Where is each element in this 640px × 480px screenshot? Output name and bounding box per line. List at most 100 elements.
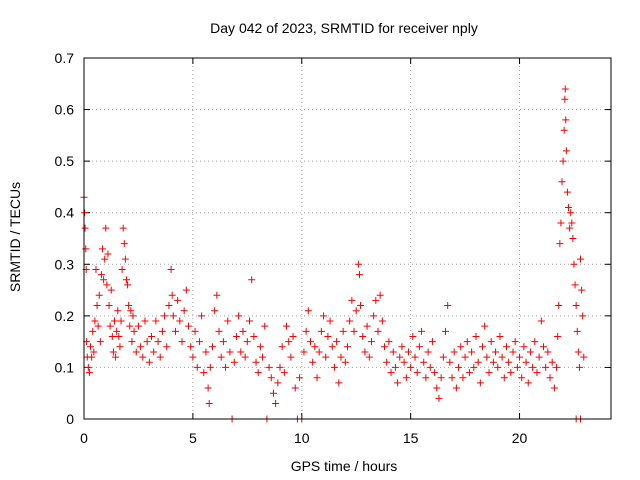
data-point xyxy=(374,327,382,335)
data-point xyxy=(535,353,543,361)
data-point xyxy=(487,338,495,346)
data-point xyxy=(335,379,343,387)
data-point xyxy=(191,327,199,335)
data-point xyxy=(178,338,186,346)
data-point xyxy=(105,302,113,310)
data-point xyxy=(200,369,208,377)
data-point xyxy=(291,384,299,392)
data-point xyxy=(130,327,138,335)
data-point xyxy=(511,338,519,346)
data-point xyxy=(383,358,391,366)
data-point xyxy=(450,348,458,356)
x-tick-label: 0 xyxy=(80,430,88,446)
data-point xyxy=(202,348,210,356)
data-point xyxy=(402,374,410,382)
data-point xyxy=(361,348,369,356)
data-point xyxy=(168,291,176,299)
data-point xyxy=(328,343,336,351)
data-point xyxy=(415,343,423,351)
data-point xyxy=(569,235,577,242)
data-point xyxy=(489,358,497,366)
data-point xyxy=(333,338,341,346)
x-tick-label: 15 xyxy=(403,430,419,446)
data-point xyxy=(481,322,489,330)
data-point xyxy=(261,322,269,330)
data-point xyxy=(256,343,264,351)
data-point xyxy=(193,363,201,371)
data-point xyxy=(107,286,115,294)
data-point xyxy=(550,384,558,392)
ticks: 0 0.1 0.2 0.3 0.4 0.5 0.6 0.7 0 5 10 15 20 xyxy=(55,50,611,446)
data-point xyxy=(370,312,378,320)
data-point xyxy=(385,338,393,346)
data-point xyxy=(117,317,125,325)
data-point xyxy=(269,389,277,397)
data-point xyxy=(435,394,443,402)
data-point xyxy=(81,224,89,232)
data-point xyxy=(152,317,160,325)
data-point xyxy=(337,353,345,361)
data-point xyxy=(507,369,515,377)
data-point xyxy=(84,363,92,371)
data-point xyxy=(163,343,171,351)
data-point xyxy=(557,219,565,227)
data-point xyxy=(341,358,349,366)
data-point xyxy=(446,358,454,366)
data-point xyxy=(560,126,568,134)
data-point xyxy=(226,348,234,356)
data-point xyxy=(441,327,449,335)
data-point xyxy=(580,353,588,361)
data-point xyxy=(357,302,365,310)
data-point xyxy=(93,302,101,310)
data-point xyxy=(287,353,295,361)
data-point xyxy=(110,317,118,325)
data-point xyxy=(85,369,93,377)
data-point xyxy=(518,374,526,382)
data-point xyxy=(579,312,587,320)
data-point xyxy=(554,332,562,340)
data-point xyxy=(494,363,502,371)
data-point xyxy=(283,322,291,330)
data-point xyxy=(99,245,107,253)
data-point xyxy=(208,343,216,351)
data-point xyxy=(122,276,130,284)
data-point xyxy=(389,348,397,356)
data-point xyxy=(113,327,121,335)
data-point xyxy=(520,343,528,351)
data-point xyxy=(326,317,334,325)
data-point xyxy=(559,157,567,165)
data-point xyxy=(120,240,128,248)
data-point xyxy=(215,327,223,335)
data-point xyxy=(91,317,99,325)
data-point xyxy=(509,348,517,356)
data-point xyxy=(158,327,166,335)
data-point xyxy=(161,312,169,320)
data-point xyxy=(548,358,556,366)
data-point xyxy=(355,271,363,279)
data-point xyxy=(575,363,583,371)
data-point xyxy=(169,312,177,320)
data-point xyxy=(89,327,97,335)
data-point xyxy=(376,291,384,299)
data-point xyxy=(365,353,373,361)
data-point xyxy=(97,271,105,279)
data-point xyxy=(424,348,432,356)
x-tick-label: 5 xyxy=(189,430,197,446)
y-tick-label: 0 xyxy=(66,411,74,427)
data-point xyxy=(544,348,552,356)
data-point xyxy=(154,338,162,346)
data-point xyxy=(317,327,325,335)
data-point xyxy=(278,343,286,351)
data-point xyxy=(455,363,463,371)
data-point xyxy=(167,265,175,273)
data-point xyxy=(452,384,460,392)
data-point xyxy=(102,224,110,232)
data-point xyxy=(359,332,367,340)
data-point xyxy=(174,296,182,304)
plot-frame xyxy=(83,57,612,420)
data-point xyxy=(104,250,112,258)
data-point xyxy=(565,204,573,212)
data-point xyxy=(143,338,151,346)
data-point xyxy=(394,379,402,387)
